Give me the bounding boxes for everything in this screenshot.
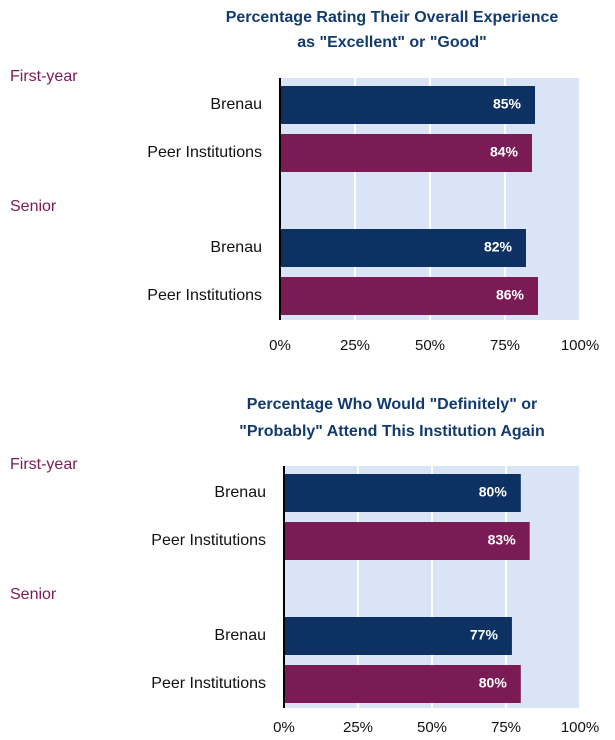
category-label: Peer Institutions <box>151 675 266 692</box>
bar <box>284 617 512 655</box>
chart-title: "Probably" Attend This Institution Again <box>239 423 545 440</box>
chart-title: as "Excellent" or "Good" <box>297 34 487 51</box>
category-label: Peer Institutions <box>151 532 266 549</box>
group-label: Senior <box>10 198 57 215</box>
category-label: Brenau <box>214 484 266 501</box>
x-tick-label: 100% <box>561 337 599 354</box>
value-label: 82% <box>484 239 513 255</box>
group-label: First-year <box>10 456 78 473</box>
category-label: Brenau <box>210 239 262 256</box>
x-tick-label: 50% <box>415 337 445 354</box>
value-label: 80% <box>479 675 508 691</box>
chart-title: Percentage Rating Their Overall Experien… <box>226 9 559 26</box>
bar <box>280 277 538 315</box>
group-label: Senior <box>10 586 57 603</box>
value-label: 85% <box>493 96 522 112</box>
category-label: Brenau <box>214 627 266 644</box>
x-tick-label: 75% <box>490 337 520 354</box>
value-label: 86% <box>496 287 525 303</box>
category-label: Peer Institutions <box>147 144 262 161</box>
group-label: First-year <box>10 68 78 85</box>
value-label: 77% <box>470 627 499 643</box>
x-tick-label: 0% <box>269 337 291 354</box>
bar <box>284 474 521 512</box>
x-tick-label: 25% <box>343 719 373 736</box>
bar <box>284 665 521 703</box>
value-label: 80% <box>479 484 508 500</box>
chart-title: Percentage Who Would "Definitely" or <box>247 396 537 413</box>
x-tick-label: 0% <box>273 719 295 736</box>
bar <box>280 86 535 124</box>
x-tick-label: 50% <box>417 719 447 736</box>
x-tick-label: 25% <box>340 337 370 354</box>
bar <box>280 134 532 172</box>
value-label: 84% <box>490 144 519 160</box>
x-tick-label: 100% <box>561 719 599 736</box>
x-tick-label: 75% <box>491 719 521 736</box>
category-label: Peer Institutions <box>147 287 262 304</box>
bar <box>280 229 526 267</box>
category-label: Brenau <box>210 96 262 113</box>
bar <box>284 522 530 560</box>
value-label: 83% <box>488 532 517 548</box>
